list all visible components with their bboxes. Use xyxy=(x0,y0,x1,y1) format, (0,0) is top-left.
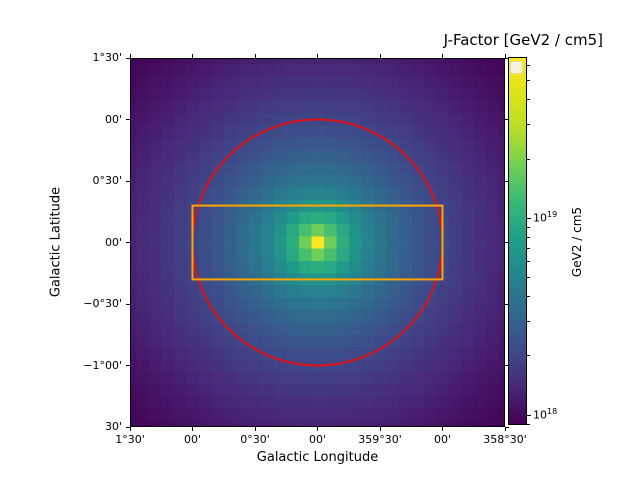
y-tick-label: −0°30' xyxy=(83,297,122,310)
colorbar-unit-label: GeV2 / cm5 xyxy=(570,206,584,278)
colorbar-minor-tick xyxy=(527,248,530,250)
y-tick-label: 30' xyxy=(104,420,122,433)
colorbar xyxy=(508,57,527,425)
colorbar-minor-tick xyxy=(527,158,530,160)
colorbar-minor-tick xyxy=(527,261,530,263)
y-tick-mark-right xyxy=(505,57,509,59)
x-tick-mark xyxy=(317,427,318,431)
colorbar-minor-tick xyxy=(527,64,530,66)
x-tick-label: 00' xyxy=(308,433,327,446)
colorbar-minor-tick xyxy=(527,320,530,322)
plot-area xyxy=(130,58,505,427)
x-tick-label: 00' xyxy=(183,433,202,446)
x-tick-mark-top xyxy=(442,54,443,58)
colorbar-minor-tick xyxy=(527,80,530,82)
y-tick-mark xyxy=(126,365,130,366)
y-tick-mark xyxy=(126,303,130,305)
x-tick-mark xyxy=(442,427,443,431)
x-tick-mark-top xyxy=(504,54,506,58)
x-tick-mark-top xyxy=(192,54,193,58)
colorbar-tick-label: 1019 xyxy=(533,210,558,225)
colorbar-major-tick xyxy=(527,217,531,219)
x-tick-mark-top xyxy=(317,54,318,58)
x-tick-mark xyxy=(504,427,506,431)
x-tick-label: 1°30' xyxy=(115,433,145,446)
heatmap-image xyxy=(130,58,505,427)
y-tick-mark xyxy=(126,119,130,120)
y-tick-mark xyxy=(126,57,130,59)
colorbar-minor-tick xyxy=(527,123,530,125)
x-tick-mark xyxy=(254,427,256,431)
colorbar-minor-tick xyxy=(527,423,530,425)
colorbar-minor-tick xyxy=(527,236,530,238)
y-tick-mark xyxy=(126,180,130,182)
colorbar-tick-label: 1018 xyxy=(533,407,558,422)
colorbar-minor-tick xyxy=(527,277,530,278)
y-tick-mark-right xyxy=(505,242,509,243)
legend-swatch xyxy=(510,61,523,74)
colorbar-major-tick xyxy=(527,414,531,416)
y-tick-label: −1°00' xyxy=(83,358,122,372)
x-tick-label: 0°30' xyxy=(240,433,270,446)
y-tick-label: 00' xyxy=(104,235,122,249)
y-axis-label: Galactic Latitude xyxy=(48,186,64,298)
y-tick-mark xyxy=(126,242,130,243)
colorbar-minor-tick xyxy=(527,296,530,298)
x-tick-mark xyxy=(379,427,381,431)
x-tick-mark xyxy=(192,427,193,431)
colorbar-minor-tick xyxy=(527,226,530,228)
chart-title: J-Factor [GeV2 / cm5] xyxy=(443,31,603,49)
colorbar-minor-tick xyxy=(527,99,530,101)
y-tick-mark-right xyxy=(505,180,509,182)
y-tick-mark-right xyxy=(505,426,509,428)
x-axis-label: Galactic Longitude xyxy=(256,450,379,465)
y-tick-label: 0°30' xyxy=(92,174,122,187)
y-tick-mark-right xyxy=(505,303,509,305)
x-tick-mark-top xyxy=(129,54,131,58)
x-tick-label: 00' xyxy=(433,433,452,446)
y-tick-label: 1°30' xyxy=(92,51,122,64)
y-tick-mark-right xyxy=(505,119,509,120)
y-tick-mark xyxy=(126,426,130,428)
plot-spine xyxy=(130,58,505,427)
x-tick-mark-top xyxy=(379,54,381,58)
x-tick-mark xyxy=(129,427,131,431)
colorbar-minor-tick xyxy=(527,355,530,357)
y-tick-mark-right xyxy=(505,365,509,366)
x-tick-label: 359°30' xyxy=(358,433,402,446)
roi-rect xyxy=(191,204,444,281)
x-tick-label: 358°30' xyxy=(483,433,527,446)
x-tick-mark-top xyxy=(254,54,256,58)
y-tick-label: 00' xyxy=(104,112,122,126)
